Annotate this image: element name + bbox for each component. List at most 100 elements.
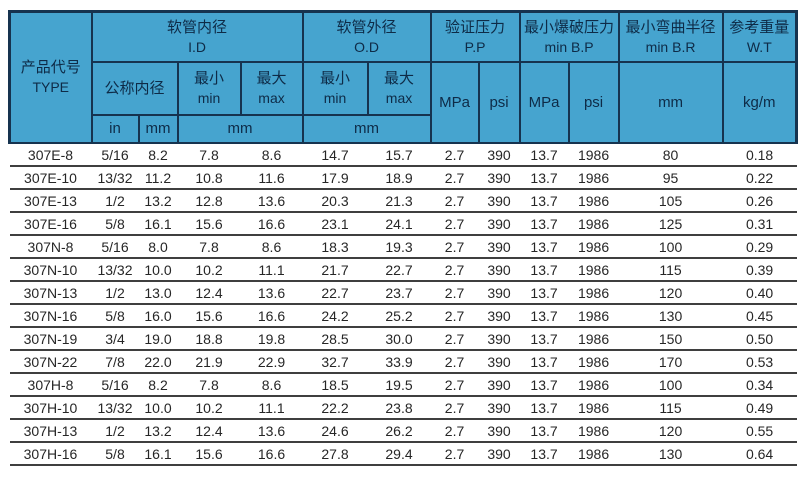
pp-mpa-label: MPa: [439, 93, 470, 111]
cell-pp-mpa: 2.7: [430, 442, 479, 466]
cell-od-min: 22.2: [302, 396, 368, 420]
cell-od-max: 19.3: [367, 235, 431, 259]
cell-br-mm: 130: [618, 442, 723, 466]
cell-od-max: 29.4: [367, 442, 431, 466]
header-br-group: 最小弯曲半径 min B.R: [617, 10, 724, 63]
id-group-label-en: I.D: [188, 38, 206, 55]
cell-id-max: 8.6: [240, 373, 303, 397]
cell-pp-mpa: 2.7: [430, 396, 479, 420]
cell-wt-kgm: 0.53: [722, 350, 797, 374]
cell-pp-mpa: 2.7: [430, 212, 479, 236]
cell-pp-psi: 390: [478, 327, 520, 351]
cell-bp-psi: 1986: [568, 396, 619, 420]
cell-od-max: 30.0: [367, 327, 431, 351]
cell-pp-psi: 390: [478, 212, 520, 236]
cell-type: 307E-10: [9, 166, 92, 190]
cell-od-max: 25.2: [367, 304, 431, 328]
cell-wt-kgm: 0.29: [722, 235, 797, 259]
id-group-label-zh: 软管内径: [167, 18, 228, 36]
table-body: 307E-8 5/16 8.2 7.8 8.6 14.7 15.7 2.7 390 13.7 198…: [9, 143, 797, 466]
cell-bp-psi: 1986: [568, 327, 619, 351]
cell-id-min: 7.8: [177, 373, 241, 397]
cell-od-min: 22.7: [302, 281, 368, 305]
table-row: 307N-8 5/16 8.0 7.8 8.6 18.3 19.3 2.7 390 13.7 198…: [9, 235, 797, 259]
cell-pp-mpa: 2.7: [430, 327, 479, 351]
header-unit-mm: mm: [137, 114, 179, 144]
br-mm-label: mm: [658, 93, 684, 111]
table-row: 307N-13 1/2 13.0 12.4 13.6 22.7 23.7 2.7 390 13.7…: [9, 281, 797, 305]
header-product-code: 产品代号 TYPE: [8, 10, 93, 144]
cell-type: 307E-8: [9, 143, 92, 167]
header-id-min: 最小 min: [176, 61, 242, 116]
cell-bp-psi: 1986: [568, 189, 619, 213]
cell-br-mm: 120: [618, 281, 723, 305]
cell-id-nominal-mm: 13.0: [138, 281, 178, 305]
cell-id-min: 12.4: [177, 419, 241, 443]
cell-wt-kgm: 0.55: [722, 419, 797, 443]
cell-od-max: 23.8: [367, 396, 431, 420]
cell-bp-mpa: 13.7: [519, 373, 569, 397]
table-row: 307E-13 1/2 13.2 12.8 13.6 20.3 21.3 2.7 390 13.7…: [9, 189, 797, 213]
cell-br-mm: 100: [618, 235, 723, 259]
cell-wt-kgm: 0.50: [722, 327, 797, 351]
cell-pp-psi: 390: [478, 442, 520, 466]
header-bp-psi: psi: [567, 61, 620, 144]
id-min-label-zh: 最小: [193, 70, 224, 87]
cell-id-nominal-mm: 10.0: [138, 396, 178, 420]
header-group-row: 产品代号 TYPE 软管内径 I.D 软管外径 O.D 验证压力 P.P 最小爆…: [8, 10, 799, 144]
bp-group-label-zh: 最小爆破压力: [524, 18, 615, 36]
cell-id-nominal-mm: 16.1: [138, 442, 178, 466]
header-id-group: 软管内径 I.D: [90, 10, 304, 63]
product-code-label-en: TYPE: [32, 79, 70, 95]
wt-group-label-zh: 参考重量: [729, 18, 790, 36]
unit-id-mm-label: mm: [227, 120, 253, 137]
cell-id-max: 8.6: [240, 143, 303, 167]
cell-pp-psi: 390: [478, 258, 520, 282]
cell-id-nominal-in: 5/16: [91, 235, 139, 259]
cell-type: 307N-13: [9, 281, 92, 305]
cell-od-max: 23.7: [367, 281, 431, 305]
cell-id-min: 12.4: [177, 281, 241, 305]
cell-pp-mpa: 2.7: [430, 304, 479, 328]
cell-pp-psi: 390: [478, 143, 520, 167]
pp-group-label-zh: 验证压力: [445, 18, 506, 36]
cell-od-max: 15.7: [367, 143, 431, 167]
cell-bp-psi: 1986: [568, 350, 619, 374]
unit-od-mm-label: mm: [354, 120, 380, 137]
cell-bp-mpa: 13.7: [519, 281, 569, 305]
cell-id-nominal-mm: 8.2: [138, 143, 178, 167]
cell-od-max: 24.1: [367, 212, 431, 236]
table-row: 307H-16 5/8 16.1 15.6 16.6 27.8 29.4 2.7 390 13.7…: [9, 442, 797, 466]
cell-od-max: 26.2: [367, 419, 431, 443]
cell-pp-psi: 390: [478, 304, 520, 328]
header-unit-in: in: [90, 114, 140, 144]
cell-id-min: 18.8: [177, 327, 241, 351]
cell-type: 307N-10: [9, 258, 92, 282]
cell-od-min: 27.8: [302, 442, 368, 466]
cell-id-nominal-mm: 16.0: [138, 304, 178, 328]
table-row: 307E-10 13/32 11.2 10.8 11.6 17.9 18.9 2.7 390 13…: [9, 166, 797, 190]
cell-id-max: 16.6: [240, 304, 303, 328]
hose-spec-table: 产品代号 TYPE 软管内径 I.D 软管外径 O.D 验证压力 P.P 最小爆…: [8, 10, 799, 466]
cell-pp-psi: 390: [478, 350, 520, 374]
wt-group-label-en: W.T: [746, 38, 772, 55]
cell-id-max: 11.1: [240, 258, 303, 282]
br-group-label-en: min B.R: [645, 38, 696, 55]
cell-pp-mpa: 2.7: [430, 166, 479, 190]
cell-type: 307H-10: [9, 396, 92, 420]
cell-wt-kgm: 0.39: [722, 258, 797, 282]
cell-pp-mpa: 2.7: [430, 350, 479, 374]
cell-id-min: 12.8: [177, 189, 241, 213]
header-pp-group: 验证压力 P.P: [429, 10, 521, 63]
cell-type: 307N-16: [9, 304, 92, 328]
cell-od-min: 28.5: [302, 327, 368, 351]
cell-id-min: 10.8: [177, 166, 241, 190]
bp-group-label-en: min B.P: [544, 38, 594, 55]
cell-id-nominal-in: 1/2: [91, 281, 139, 305]
cell-od-min: 23.1: [302, 212, 368, 236]
cell-pp-psi: 390: [478, 373, 520, 397]
cell-id-max: 13.6: [240, 419, 303, 443]
cell-bp-psi: 1986: [568, 258, 619, 282]
cell-wt-kgm: 0.22: [722, 166, 797, 190]
br-group-label-zh: 最小弯曲半径: [625, 18, 716, 36]
